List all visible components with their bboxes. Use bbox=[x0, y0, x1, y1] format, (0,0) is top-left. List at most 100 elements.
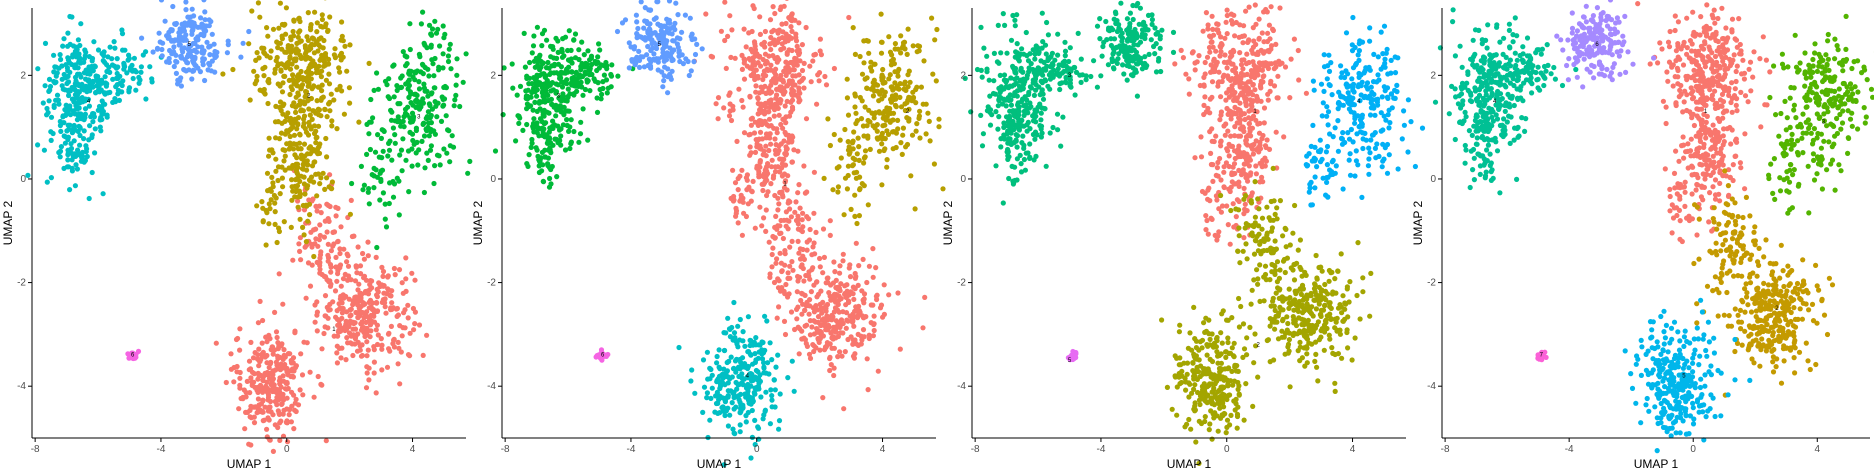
cluster-point bbox=[1224, 146, 1230, 152]
cluster-point bbox=[540, 127, 546, 133]
cluster-point bbox=[156, 30, 162, 36]
cluster-point bbox=[79, 95, 85, 101]
cluster-point bbox=[677, 58, 683, 65]
cluster-point bbox=[361, 315, 367, 321]
cluster-point bbox=[807, 332, 813, 338]
x-tick-label: 0 bbox=[754, 444, 760, 455]
cluster-point bbox=[873, 110, 879, 116]
cluster-point bbox=[334, 316, 340, 322]
cluster-point bbox=[730, 167, 736, 173]
cluster-point bbox=[405, 148, 412, 154]
cluster-point bbox=[1329, 291, 1336, 297]
cluster-point bbox=[722, 347, 728, 354]
cluster-point bbox=[789, 358, 795, 364]
cluster-point bbox=[799, 311, 805, 317]
cluster-point bbox=[834, 292, 840, 298]
cluster-point bbox=[559, 49, 565, 55]
cluster-point bbox=[333, 254, 339, 260]
cluster-point bbox=[734, 341, 740, 347]
cluster-point bbox=[1210, 178, 1216, 184]
cluster-point bbox=[1367, 313, 1373, 319]
cluster-point bbox=[157, 39, 163, 45]
cluster-point bbox=[855, 282, 861, 288]
cluster-point bbox=[159, 46, 165, 53]
cluster-point bbox=[865, 387, 871, 393]
cluster-point bbox=[831, 365, 837, 371]
cluster-point bbox=[850, 146, 856, 152]
cluster-point bbox=[1245, 88, 1251, 94]
cluster-point bbox=[528, 144, 534, 150]
cluster-point bbox=[1295, 247, 1301, 253]
cluster-point bbox=[778, 4, 784, 10]
cluster-point bbox=[589, 61, 595, 68]
cluster-point bbox=[322, 293, 329, 299]
cluster-point bbox=[83, 49, 89, 55]
cluster-point bbox=[1337, 331, 1343, 337]
cluster-point bbox=[773, 213, 779, 219]
cluster-point bbox=[865, 38, 871, 44]
cluster-point bbox=[66, 92, 72, 99]
cluster-point bbox=[1192, 155, 1198, 161]
cluster-point bbox=[1251, 38, 1257, 44]
cluster-point bbox=[530, 107, 536, 113]
cluster-5-points bbox=[614, 0, 705, 96]
cluster-point bbox=[555, 82, 561, 88]
cluster-point bbox=[260, 317, 266, 324]
cluster-point bbox=[374, 70, 380, 76]
cluster-point bbox=[1231, 12, 1237, 18]
cluster-point bbox=[767, 271, 773, 277]
cluster-point bbox=[409, 163, 415, 169]
cluster-point bbox=[424, 88, 430, 94]
cluster-point bbox=[304, 185, 310, 191]
cluster-point bbox=[295, 198, 301, 204]
cluster-point bbox=[1209, 94, 1215, 100]
cluster-point bbox=[300, 99, 306, 105]
cluster-point bbox=[305, 73, 311, 79]
cluster-point bbox=[1267, 323, 1273, 329]
cluster-point bbox=[766, 239, 772, 245]
cluster-point bbox=[844, 282, 850, 288]
cluster-point bbox=[277, 437, 283, 443]
cluster-point bbox=[885, 131, 892, 137]
cluster-point bbox=[284, 420, 290, 426]
cluster-point bbox=[460, 79, 466, 85]
cluster-point bbox=[129, 62, 135, 68]
cluster-point bbox=[786, 113, 793, 119]
cluster-point bbox=[119, 30, 126, 37]
cluster-point bbox=[929, 15, 935, 21]
cluster-point bbox=[1230, 49, 1236, 55]
cluster-point bbox=[848, 334, 854, 340]
cluster-point bbox=[265, 100, 271, 107]
cluster-point bbox=[280, 411, 286, 417]
cluster-point bbox=[321, 234, 327, 240]
cluster-point bbox=[201, 56, 207, 62]
cluster-2-points bbox=[821, 11, 946, 227]
cluster-point bbox=[417, 99, 423, 105]
cluster-point bbox=[268, 48, 274, 54]
cluster-point bbox=[364, 328, 370, 334]
cluster-point bbox=[99, 51, 105, 57]
cluster-1-points bbox=[1172, 2, 1309, 247]
cluster-point bbox=[756, 90, 762, 96]
cluster-point bbox=[435, 26, 441, 32]
cluster-point bbox=[337, 250, 343, 257]
cluster-point bbox=[80, 99, 86, 105]
cluster-point bbox=[283, 386, 290, 392]
cluster-point bbox=[315, 373, 321, 380]
cluster-point bbox=[337, 53, 343, 59]
cluster-point bbox=[281, 158, 287, 164]
cluster-point bbox=[392, 272, 398, 278]
cluster-point bbox=[552, 136, 558, 142]
cluster-point bbox=[419, 138, 425, 144]
cluster-point bbox=[765, 67, 771, 73]
cluster-point bbox=[838, 330, 844, 336]
cluster-point bbox=[782, 179, 788, 185]
cluster-point bbox=[775, 195, 781, 201]
cluster-point bbox=[901, 81, 907, 87]
cluster-point bbox=[311, 42, 317, 48]
cluster-point bbox=[749, 395, 755, 401]
cluster-point bbox=[769, 404, 775, 410]
cluster-point bbox=[1246, 4, 1252, 10]
cluster-point bbox=[868, 64, 874, 71]
cluster-point bbox=[861, 155, 867, 161]
